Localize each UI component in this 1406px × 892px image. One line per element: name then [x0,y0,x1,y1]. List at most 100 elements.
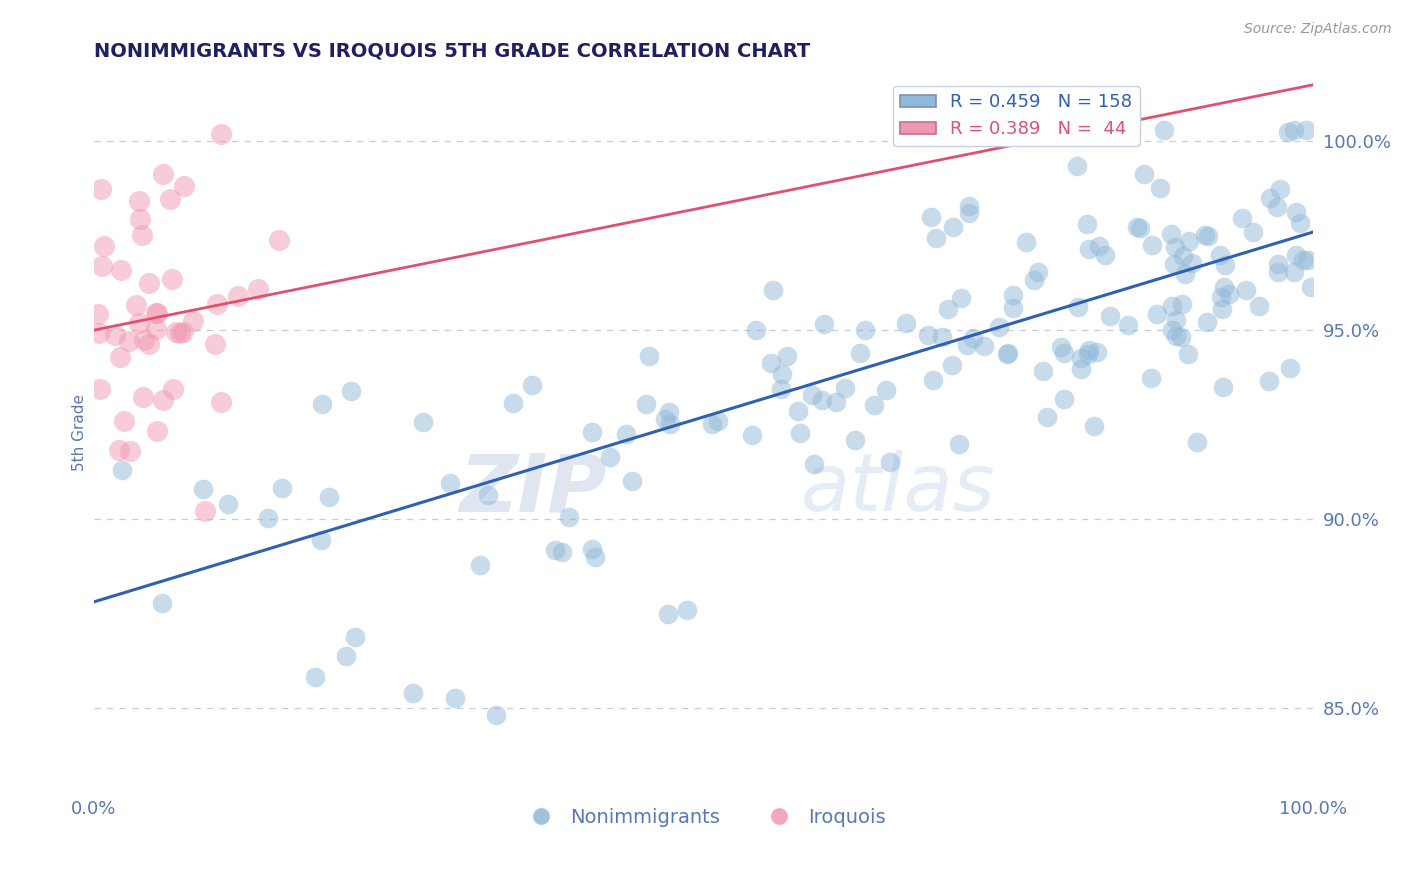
Point [1198,229,1220,244]
Point [1129,221,1152,235]
Point [1053,392,1076,406]
Point [1032,364,1054,378]
Point [128,194,150,208]
Point [194,504,217,518]
Point [1258,191,1281,205]
Point [863,398,886,412]
Point [658,405,681,419]
Point [256,511,278,525]
Point [1212,379,1234,393]
Point [209,127,232,141]
Point [146,306,169,320]
Point [1292,253,1315,268]
Point [987,320,1010,334]
Point [1076,217,1098,231]
Point [942,220,965,235]
Point [108,350,131,364]
Point [193,482,215,496]
Point [1213,258,1236,272]
Point [172,325,194,339]
Point [657,607,679,622]
Point [620,475,643,489]
Point [824,394,846,409]
Point [896,317,918,331]
Point [920,210,942,224]
Point [344,630,367,644]
Point [1133,167,1156,181]
Point [848,346,870,360]
Point [917,328,939,343]
Point [304,670,326,684]
Point [145,322,167,336]
Point [181,314,204,328]
Point [558,509,581,524]
Point [87,326,110,341]
Point [1278,361,1301,376]
Point [86,307,108,321]
Point [1070,362,1092,376]
Point [152,392,174,407]
Point [1267,200,1289,214]
Point [146,424,169,438]
Point [1035,410,1057,425]
Point [93,238,115,252]
Point [636,397,658,411]
Point [776,349,799,363]
Point [676,603,699,617]
Point [1185,434,1208,449]
Point [1126,220,1149,235]
Point [90,182,112,196]
Point [318,490,340,504]
Point [128,212,150,227]
Point [152,167,174,181]
Point [1289,216,1312,230]
Y-axis label: 5th Grade: 5th Grade [72,393,87,470]
Point [1295,123,1317,137]
Point [270,481,292,495]
Point [138,276,160,290]
Point [759,356,782,370]
Point [1268,182,1291,196]
Point [138,337,160,351]
Point [162,382,184,396]
Point [1094,247,1116,261]
Point [834,381,856,395]
Point [1149,181,1171,195]
Point [1070,351,1092,366]
Point [931,330,953,344]
Point [1026,264,1049,278]
Point [267,233,290,247]
Point [938,301,960,316]
Point [800,388,823,402]
Point [1142,237,1164,252]
Point [152,596,174,610]
Point [217,497,239,511]
Point [226,288,249,302]
Point [1077,242,1099,256]
Point [165,325,187,339]
Point [439,476,461,491]
Point [1277,125,1299,139]
Point [1050,340,1073,354]
Point [90,260,112,274]
Point [1230,211,1253,226]
Point [159,192,181,206]
Point [207,297,229,311]
Point [160,272,183,286]
Point [1161,323,1184,337]
Point [1116,318,1139,332]
Point [1163,240,1185,254]
Point [1153,123,1175,137]
Point [1282,265,1305,279]
Text: ZIP: ZIP [458,450,606,528]
Point [111,463,134,477]
Point [1211,302,1233,317]
Point [1164,313,1187,327]
Point [173,178,195,193]
Legend: Nonimmigrants, Iroquois: Nonimmigrants, Iroquois [515,800,893,835]
Point [1001,301,1024,315]
Point [1218,287,1240,301]
Point [1077,346,1099,360]
Point [1139,371,1161,385]
Point [485,708,508,723]
